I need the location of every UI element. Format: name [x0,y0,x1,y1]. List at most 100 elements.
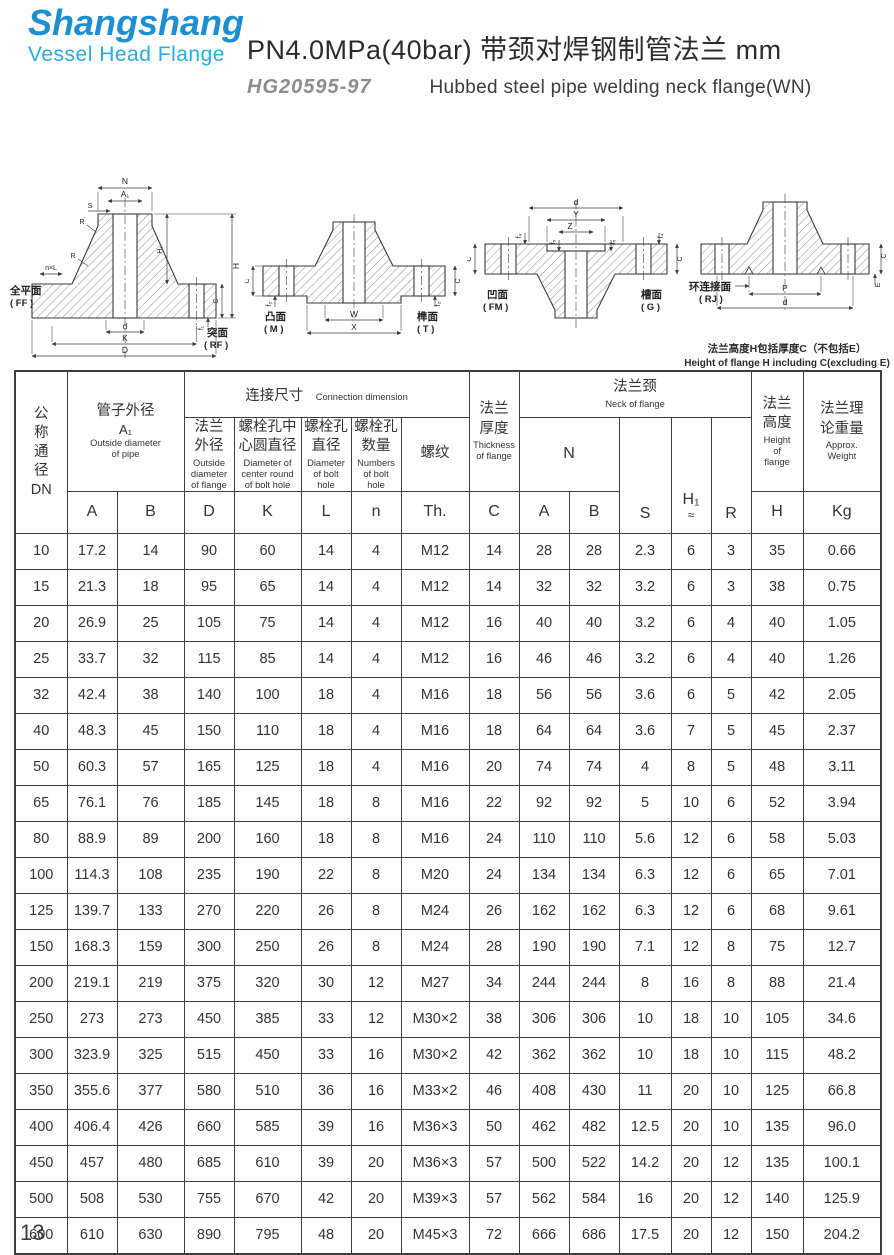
table-cell: 244 [518,964,570,1002]
table-cell: 4 [350,568,402,606]
flange-diagrams: N A₁ S R R n×L H₁ H C [10,166,890,369]
table-cell: 6 [710,856,752,894]
table-cell: 74 [568,748,620,786]
table-cell: 20 [670,1180,712,1218]
table-cell: 20 [670,1108,712,1146]
table-cell: 20 [350,1216,402,1255]
table-row: 25 33.7 32 115 85 14 4 M12 16 46 46 3.2 6 4 40 1.26 [14,640,882,678]
table-cell: 562 [518,1180,570,1218]
table-cell: 22 [468,784,520,822]
table-cell: 450 [183,1000,235,1038]
table-row: 20 26.9 25 105 75 14 4 M12 16 40 40 3.2 6 4 40 1.05 [14,604,882,642]
table-cell: 8 [710,928,752,966]
table-cell: 134 [518,856,570,894]
table-cell: 139.7 [66,892,118,930]
table-row: 15 21.3 18 95 65 14 4 M12 14 32 32 3.2 6 3 38 0.75 [14,568,882,606]
table-cell: 42 [300,1180,352,1218]
table-cell: 6 [670,676,712,714]
table-cell: 666 [518,1216,570,1255]
col-letter-kg: Kg [802,490,882,534]
table-cell: 8 [670,748,712,786]
table-cell: 530 [116,1180,185,1218]
table-cell: 11 [618,1072,672,1110]
table-cell: 20 [468,748,520,786]
table-cell: 110 [518,820,570,858]
table-cell: 755 [183,1180,235,1218]
col-letter-c: C [468,490,520,534]
table-cell: 235 [183,856,235,894]
table-cell: 450 [14,1144,68,1182]
table-cell: 190 [518,928,570,966]
table-cell: M24 [400,892,470,930]
table-cell: 39 [300,1144,352,1182]
dim-label-E: E [726,284,731,291]
table-cell: 5.03 [802,820,882,858]
standard-number: HG20595-97 [247,76,372,98]
table-cell: 65 [750,856,804,894]
table-cell: 510 [233,1072,302,1110]
table-cell: 8 [350,856,402,894]
table-cell: 219.1 [66,964,118,1002]
table-cell: M16 [400,748,470,786]
table-row: 125 139.7 133 270 220 26 8 M24 26 162 162 6.3 12 6 68 9… [14,892,882,930]
table-cell: 5 [710,748,752,786]
table-cell: 14 [300,568,352,606]
dim-label-D: D [122,345,128,355]
table-cell: 4 [350,604,402,642]
table-cell: 33 [300,1036,352,1074]
table-cell: 0.66 [802,532,882,570]
dim-label-f2-right: f₂ [435,301,442,306]
table-cell: 40 [750,640,804,678]
table-cell: 135 [750,1144,804,1182]
table-cell: 10 [710,1072,752,1110]
table-cell: 350 [14,1072,68,1110]
table-cell: 430 [568,1072,620,1110]
table-cell: 57 [468,1144,520,1182]
col-letter-d: D [183,490,235,534]
table-cell: 39 [300,1108,352,1146]
table-cell: 18 [300,712,352,750]
table-cell: 42 [468,1036,520,1074]
table-cell: 80 [14,820,68,858]
table-cell: 168.3 [66,928,118,966]
table-cell: 100 [233,676,302,714]
table-row: 32 42.4 38 140 100 18 4 M16 18 56 56 3.6 6 5 42 2.05 [14,676,882,714]
table-cell: M16 [400,712,470,750]
table-cell: 16 [670,964,712,1002]
table-cell: 515 [183,1036,235,1074]
table-cell: M16 [400,676,470,714]
table-cell: M12 [400,640,470,678]
table-cell: 100 [14,856,68,894]
table-cell: 75 [750,928,804,966]
table-cell: 46 [518,640,570,678]
table-cell: 88.9 [66,820,118,858]
table-cell: 40 [14,712,68,750]
table-cell: 795 [233,1216,302,1255]
page-subtitle-en: Hubbed steel pipe welding neck flange(WN… [429,77,812,98]
col-header-r: R [710,416,752,534]
table-cell: 110 [233,712,302,750]
table-cell: 17.5 [618,1216,672,1255]
table-cell: 21.3 [66,568,118,606]
table-cell: 18 [468,676,520,714]
table-cell: 12 [710,1216,752,1255]
table-cell: 28 [468,928,520,966]
table-cell: 159 [116,928,185,966]
table-cell: 323.9 [66,1036,118,1074]
col-header-neck-n: N [518,416,620,492]
table-cell: 17.2 [66,532,118,570]
table-cell: 26 [300,892,352,930]
table-cell: 585 [233,1108,302,1146]
dim-label-f5-right: f₅ [610,239,617,244]
dim-label-R2: R [70,253,75,260]
table-cell: 90 [183,532,235,570]
table-cell: 24 [468,856,520,894]
table-cell: 10 [710,1108,752,1146]
table-cell: 92 [568,784,620,822]
face-label-m: 凸面 [265,311,286,323]
table-cell: 162 [568,892,620,930]
table-cell: 4 [350,712,402,750]
dim-label-f1: f₁ [198,325,205,330]
table-cell: 33 [300,1000,352,1038]
table-cell: 74 [518,748,570,786]
